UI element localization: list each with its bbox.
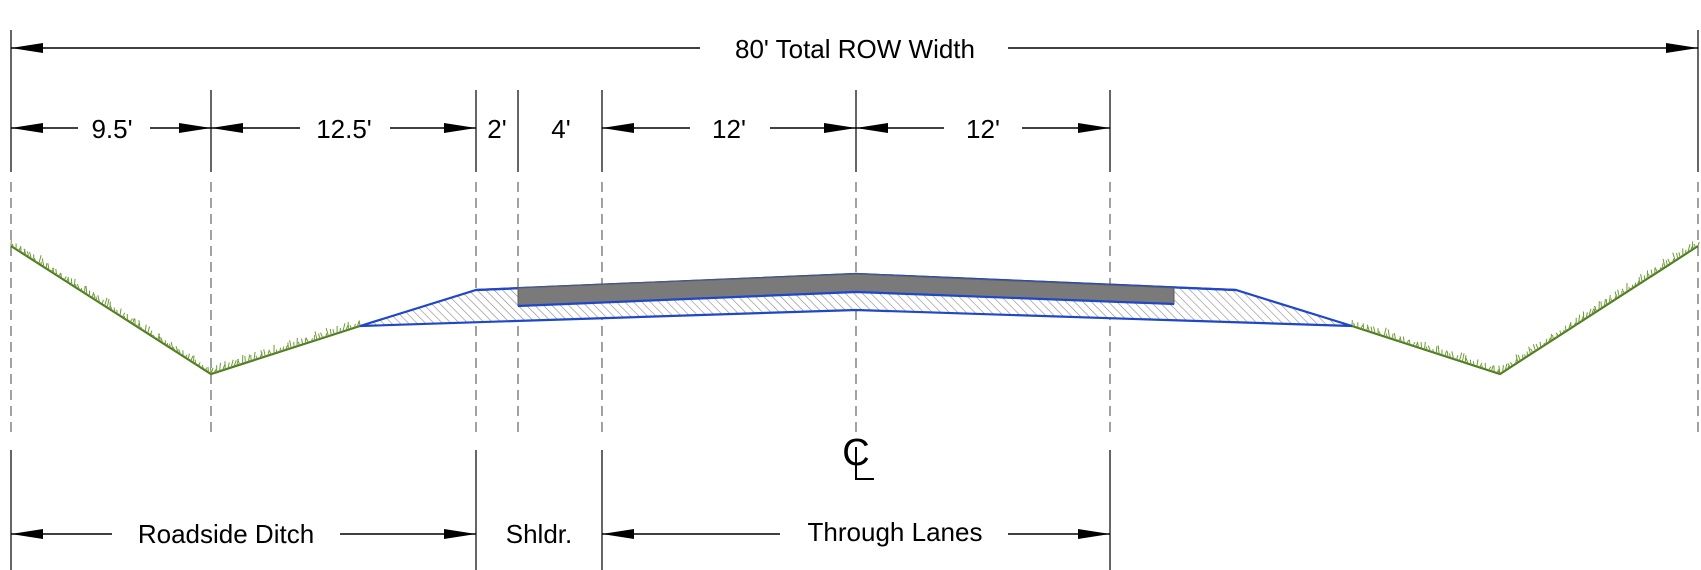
total-right-arrow [1666,43,1698,53]
zone-arrow [444,529,476,539]
dim-label-lane-left: 12' [712,114,746,144]
dim-arrow [179,123,211,133]
total-width-label: 80' Total ROW Width [735,34,975,64]
dim-label-shoulder-4ft: 4' [551,114,570,144]
roadway-section [359,272,1353,328]
total-row-dimension: 80' Total ROW Width [10,30,1699,172]
dim-label-shoulder-2ft: 2' [487,114,506,144]
dim-arrow [1078,123,1110,133]
dim-arrow [444,123,476,133]
zone-label-lanes: Through Lanes [808,517,983,547]
dim-arrow [602,123,634,133]
dim-label-ditch-outer: 12.5' [316,114,372,144]
lower-extension-lines [10,450,1111,570]
centerline-l-mark [855,447,874,480]
zone-label-ditch: Roadside Ditch [138,519,314,549]
total-left-arrow [11,43,43,53]
dim-arrow [211,123,243,133]
zone-label-shoulder: Shldr. [506,519,573,549]
segment-extension-lines [210,90,1111,172]
ground-right [1351,241,1700,376]
grass-texture-left [10,240,361,375]
pavement-bottom-outline [517,290,1175,308]
dim-arrow [856,123,888,133]
grass-texture-right [1351,241,1700,375]
zone-dimensions: Roadside Ditch Shldr. Through Lanes [11,517,1110,549]
segment-dimensions: 9.5' 12.5' 2' 4' 12' 12' [11,114,1110,144]
zone-arrow [11,529,43,539]
dim-arrow [824,123,856,133]
dim-label-lane-right: 12' [966,114,1000,144]
centerline-marker: C [842,432,874,480]
ground-left [10,240,361,376]
zone-arrow [602,529,634,539]
zone-arrow [1078,529,1110,539]
dim-arrow [11,123,43,133]
ground-line-left [10,245,361,376]
dim-label-ditch-inner: 9.5' [91,114,132,144]
